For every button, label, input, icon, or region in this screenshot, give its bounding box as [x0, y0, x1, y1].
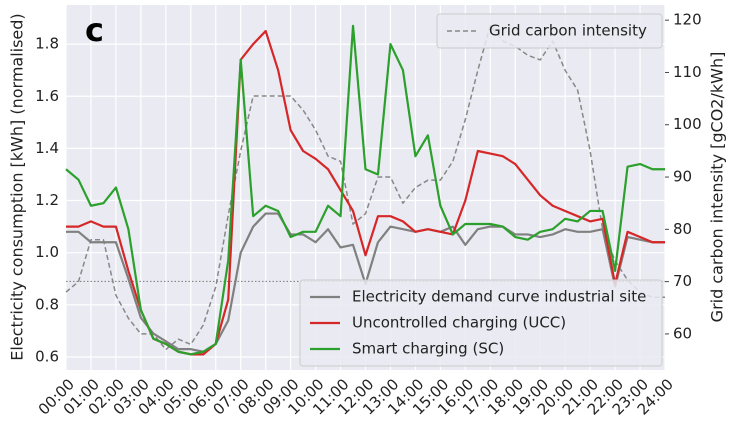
- y2-tick-label: 120: [673, 11, 702, 29]
- y2-tick-label: 100: [673, 115, 702, 133]
- legend-label: Grid carbon intensity: [489, 22, 647, 40]
- y2-tick-label: 90: [673, 168, 692, 186]
- legend-label: Uncontrolled charging (UCC): [352, 314, 566, 332]
- y-tick-label: 1.2: [35, 191, 59, 209]
- y-tick-label: 1.6: [35, 87, 59, 105]
- legend-label: Smart charging (SC): [352, 340, 504, 358]
- y2-axis-title: Grid carbon intensity [gCO2/kWh]: [708, 52, 727, 323]
- y2-tick-label: 70: [673, 272, 692, 290]
- series-line: [65, 24, 665, 351]
- y-tick-label: 0.8: [35, 295, 59, 313]
- y-tick-label: 1.8: [35, 35, 59, 53]
- y-tick-label: 0.6: [35, 347, 59, 365]
- y-tick-label: 1.0: [35, 243, 59, 261]
- y2-tick-label: 60: [673, 324, 692, 342]
- panel-label: c: [85, 11, 104, 49]
- legend-label: Electricity demand curve industrial site: [352, 288, 646, 306]
- legend: Electricity demand curve industrial site…: [299, 279, 663, 367]
- y-tick-label: 1.4: [35, 139, 59, 157]
- legend-box: [436, 13, 663, 49]
- legend: Grid carbon intensity: [436, 13, 663, 49]
- series-line: [65, 24, 665, 356]
- y-axis-title: Electricity consumption [kWh] (normalise…: [8, 13, 27, 360]
- y2-tick-label: 110: [673, 63, 702, 81]
- legend-box: [299, 279, 663, 367]
- y2-tick-label: 80: [673, 220, 692, 238]
